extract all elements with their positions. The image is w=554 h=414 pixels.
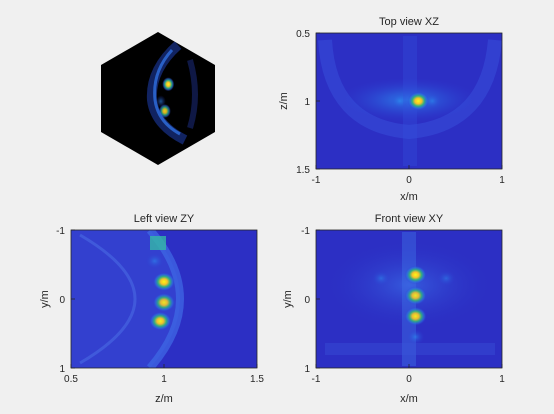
xtick-label-xz: 1 xyxy=(499,175,505,186)
hotspots-xz xyxy=(390,91,442,111)
xlabel-zy: z/m xyxy=(155,393,173,405)
xlabel-xz: x/m xyxy=(400,191,418,203)
ytick-label-zy: 0 xyxy=(59,295,65,306)
ticks-zy: 0.5 1 1.5-101 xyxy=(56,226,264,385)
title-top-view-xz: Top view XZ xyxy=(379,16,439,28)
xtick-label-zy: 0.5 xyxy=(64,374,78,385)
hotspot-xy xyxy=(406,329,425,345)
hotspot-zy xyxy=(149,311,172,331)
subplot-left-view-zy: Left view ZY 0.5 1 1.5-101 z/m y/m xyxy=(39,213,264,405)
arc-xz xyxy=(318,39,502,140)
ytick-label-xz: 1 xyxy=(304,97,310,108)
hotspot-hexagon xyxy=(155,95,166,108)
hexagon-arc-outer xyxy=(187,59,198,129)
xtick-label-xy: -1 xyxy=(312,374,321,385)
hotspot-xy xyxy=(404,306,427,326)
ytick-label-xz: 1.5 xyxy=(296,165,310,176)
xtick-label-xz: 0 xyxy=(406,175,412,186)
ytick-label-xy: -1 xyxy=(301,226,310,237)
hotspot-zy xyxy=(153,272,175,292)
subplot-top-view-xz: Top view XZ -1 0 1 0.5 1 1.5 x/m z/m xyxy=(278,16,505,203)
hexagon-3d-view xyxy=(101,32,215,165)
hexagon-hotspots xyxy=(155,77,175,119)
heat-layer-xy xyxy=(324,232,495,366)
hotspot-hexagon xyxy=(158,104,171,119)
xlabel-xy: x/m xyxy=(400,393,418,405)
ylabel-xy: y/m xyxy=(282,290,294,308)
hotspot-zy xyxy=(153,293,175,312)
hexagon-arc-core xyxy=(153,48,181,136)
xtick-label-xy: 0 xyxy=(406,374,412,385)
hotspot-hexagon xyxy=(162,77,175,92)
xtick-label-zy: 1.5 xyxy=(250,374,264,385)
hotspot-zy xyxy=(145,253,164,269)
subplot-front-view-xy: Front view XY -1 0 1-101 x/m y/m xyxy=(282,213,505,405)
hotspot-xy xyxy=(372,270,391,286)
title-front-view-xy: Front view XY xyxy=(375,213,444,225)
inner-arc-zy xyxy=(79,233,137,365)
hotspot-xy xyxy=(404,265,427,285)
hotspot-xz xyxy=(390,93,409,109)
ytick-label-zy: 1 xyxy=(59,364,65,375)
hotspots-zy xyxy=(145,253,175,331)
ylabel-xz: z/m xyxy=(278,92,290,110)
xtick-label-zy: 1 xyxy=(161,374,167,385)
heat-layer-xz xyxy=(318,36,502,166)
ytick-label-xz: 0.5 xyxy=(296,29,310,40)
xtick-label-xy: 1 xyxy=(499,374,505,385)
ticks-xz: -1 0 1 0.5 1 1.5 xyxy=(296,29,505,186)
ticks-xy: -1 0 1-101 xyxy=(301,226,505,385)
hotspot-xz xyxy=(407,91,430,111)
cloud-xy xyxy=(324,240,494,330)
title-left-view-zy: Left view ZY xyxy=(134,213,195,225)
hotspot-xy xyxy=(437,270,456,286)
hotspots-xy xyxy=(372,265,456,345)
xtick-label-xz: -1 xyxy=(312,175,321,186)
hotspot-xy xyxy=(404,286,427,305)
hexagon-heat-layer xyxy=(146,41,198,145)
ylabel-zy: y/m xyxy=(39,290,51,308)
hotspot-xz xyxy=(423,93,442,109)
ytick-label-zy: -1 xyxy=(56,226,65,237)
heat-layer-zy xyxy=(71,230,184,368)
ytick-label-xy: 0 xyxy=(304,295,310,306)
bottom-band-xy xyxy=(325,343,495,355)
ytick-label-xy: 1 xyxy=(304,364,310,375)
edge-highlight-zy xyxy=(150,236,166,250)
